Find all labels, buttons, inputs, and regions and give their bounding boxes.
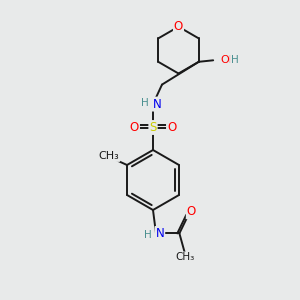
Text: O: O	[174, 20, 183, 33]
Text: CH₃: CH₃	[175, 252, 194, 262]
Text: N: N	[155, 227, 164, 240]
Text: OH: OH	[221, 55, 238, 65]
Text: H: H	[141, 98, 148, 108]
Text: O: O	[167, 121, 176, 134]
Text: N: N	[152, 98, 161, 111]
Text: CH₃: CH₃	[99, 151, 119, 161]
Text: H: H	[144, 230, 152, 240]
Text: H: H	[231, 55, 238, 65]
Text: O: O	[130, 121, 139, 134]
Text: S: S	[149, 121, 157, 134]
Text: O: O	[187, 205, 196, 218]
